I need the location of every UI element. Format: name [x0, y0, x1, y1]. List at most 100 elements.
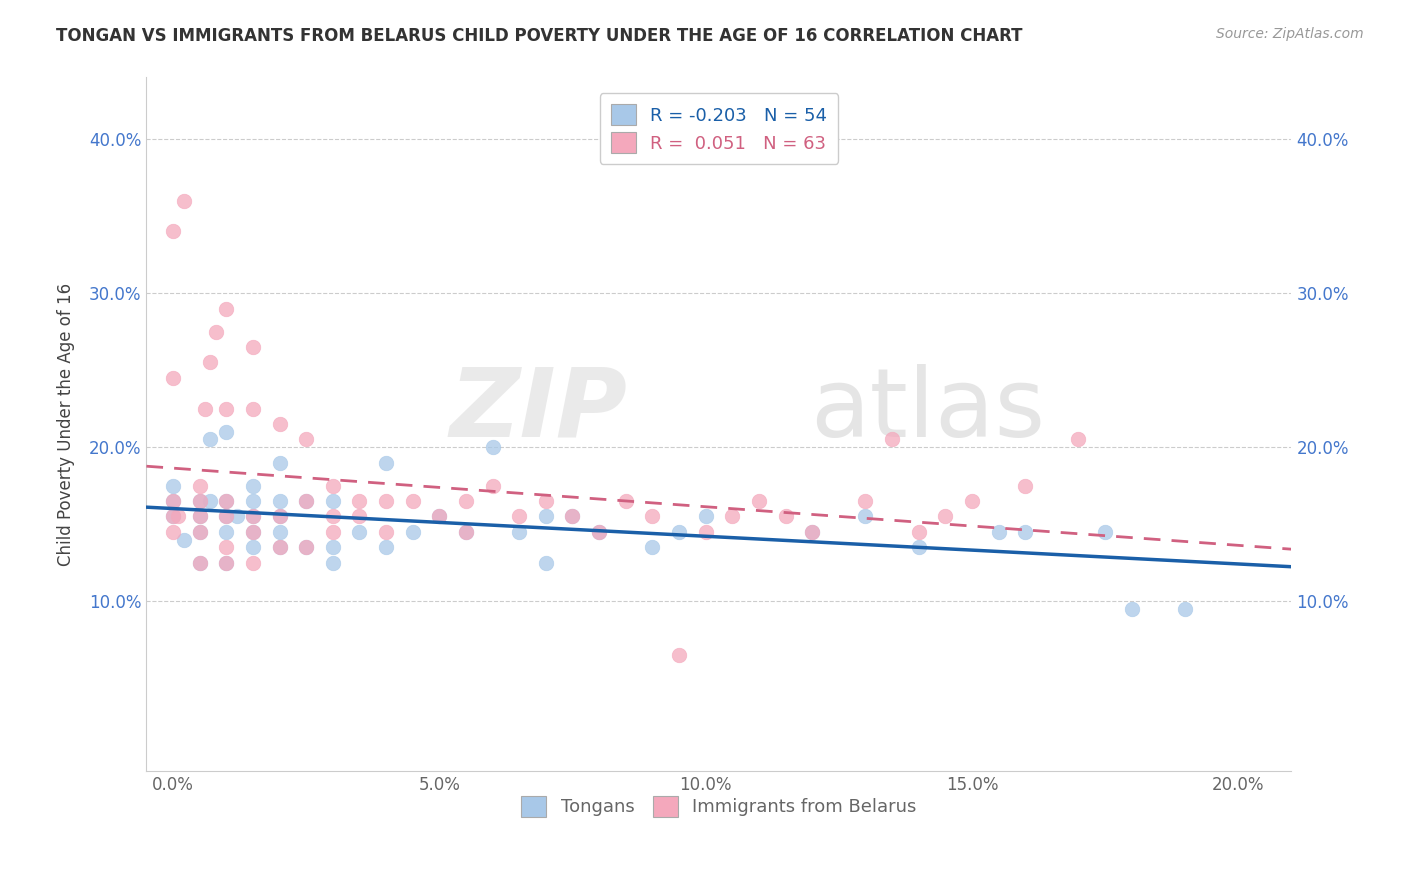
- Point: [269, 509, 291, 524]
- Point: [269, 494, 291, 508]
- Point: [188, 524, 211, 539]
- Point: [588, 524, 610, 539]
- Point: [695, 509, 717, 524]
- Point: [1174, 602, 1197, 616]
- Point: [188, 509, 211, 524]
- Point: [173, 533, 195, 547]
- Point: [215, 556, 238, 570]
- Point: [242, 509, 264, 524]
- Point: [215, 509, 238, 524]
- Point: [375, 494, 398, 508]
- Point: [349, 494, 371, 508]
- Point: [534, 509, 557, 524]
- Point: [200, 494, 222, 508]
- Point: [188, 509, 211, 524]
- Point: [215, 494, 238, 508]
- Point: [907, 524, 929, 539]
- Point: [269, 541, 291, 555]
- Point: [534, 494, 557, 508]
- Point: [215, 524, 238, 539]
- Point: [269, 456, 291, 470]
- Point: [215, 425, 238, 439]
- Point: [721, 509, 744, 524]
- Point: [641, 541, 664, 555]
- Point: [322, 556, 344, 570]
- Point: [801, 524, 824, 539]
- Point: [322, 494, 344, 508]
- Point: [668, 524, 690, 539]
- Point: [162, 371, 184, 385]
- Point: [162, 509, 184, 524]
- Point: [215, 401, 238, 416]
- Point: [427, 509, 450, 524]
- Point: [194, 401, 217, 416]
- Point: [242, 541, 264, 555]
- Text: atlas: atlas: [810, 364, 1046, 457]
- Point: [801, 524, 824, 539]
- Point: [295, 494, 318, 508]
- Point: [242, 494, 264, 508]
- Point: [987, 524, 1010, 539]
- Point: [167, 509, 190, 524]
- Y-axis label: Child Poverty Under the Age of 16: Child Poverty Under the Age of 16: [58, 283, 75, 566]
- Point: [226, 509, 249, 524]
- Point: [242, 509, 264, 524]
- Point: [960, 494, 983, 508]
- Point: [322, 541, 344, 555]
- Point: [1094, 524, 1116, 539]
- Point: [349, 509, 371, 524]
- Point: [934, 509, 956, 524]
- Point: [269, 541, 291, 555]
- Point: [215, 301, 238, 316]
- Point: [295, 541, 318, 555]
- Point: [748, 494, 770, 508]
- Point: [402, 524, 425, 539]
- Point: [508, 524, 530, 539]
- Point: [481, 440, 503, 454]
- Point: [427, 509, 450, 524]
- Point: [242, 340, 264, 354]
- Point: [561, 509, 583, 524]
- Point: [322, 509, 344, 524]
- Point: [454, 494, 477, 508]
- Point: [481, 478, 503, 492]
- Point: [242, 556, 264, 570]
- Point: [188, 494, 211, 508]
- Point: [375, 541, 398, 555]
- Point: [162, 509, 184, 524]
- Point: [614, 494, 637, 508]
- Point: [349, 524, 371, 539]
- Point: [855, 494, 877, 508]
- Point: [375, 524, 398, 539]
- Point: [1014, 478, 1036, 492]
- Point: [907, 541, 929, 555]
- Point: [322, 478, 344, 492]
- Point: [188, 556, 211, 570]
- Point: [561, 509, 583, 524]
- Point: [162, 225, 184, 239]
- Point: [295, 433, 318, 447]
- Point: [188, 524, 211, 539]
- Point: [269, 524, 291, 539]
- Point: [402, 494, 425, 508]
- Point: [215, 541, 238, 555]
- Point: [162, 478, 184, 492]
- Point: [162, 524, 184, 539]
- Point: [269, 417, 291, 431]
- Point: [668, 648, 690, 662]
- Point: [162, 494, 184, 508]
- Point: [242, 401, 264, 416]
- Point: [508, 509, 530, 524]
- Point: [188, 494, 211, 508]
- Point: [242, 478, 264, 492]
- Point: [173, 194, 195, 208]
- Point: [375, 456, 398, 470]
- Point: [1067, 433, 1090, 447]
- Point: [295, 541, 318, 555]
- Text: ZIP: ZIP: [450, 364, 627, 457]
- Point: [215, 556, 238, 570]
- Point: [188, 478, 211, 492]
- Point: [1121, 602, 1143, 616]
- Text: Source: ZipAtlas.com: Source: ZipAtlas.com: [1216, 27, 1364, 41]
- Point: [215, 494, 238, 508]
